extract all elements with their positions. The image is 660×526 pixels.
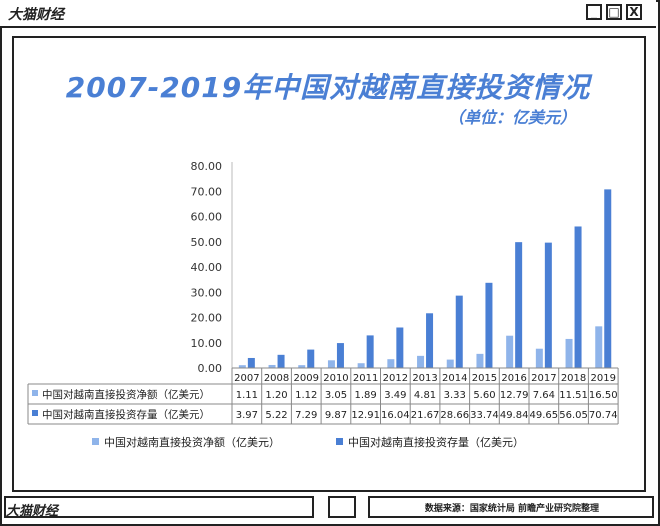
data-label: 3.05 (325, 390, 347, 401)
data-label: 3.33 (444, 390, 466, 401)
data-label: 5.22 (265, 410, 287, 421)
data-label: 16.50 (589, 390, 618, 401)
x-tick-label: 2011 (353, 373, 378, 384)
x-tick-label: 2017 (531, 373, 556, 384)
x-tick-label: 2007 (234, 373, 259, 384)
minimize-button[interactable]: _ (586, 4, 602, 20)
data-label: 1.20 (265, 390, 287, 401)
data-label: 33.74 (470, 410, 499, 421)
data-label: 3.49 (384, 390, 406, 401)
y-tick-label: 60.00 (191, 211, 223, 224)
data-label: 1.89 (355, 390, 377, 401)
data-label: 4.81 (414, 390, 436, 401)
chart-title: 2007-2019年中国对越南直接投资情况 (65, 71, 591, 104)
y-tick-label: 30.00 (191, 286, 223, 299)
bar-net-investment (417, 355, 425, 368)
legend-item: 中国对越南直接投资净额（亿美元） (104, 435, 280, 449)
bar-net-investment (535, 348, 543, 368)
data-label: 11.51 (559, 390, 588, 401)
chart-subtitle: （单位：亿美元） (448, 108, 577, 127)
bar-net-investment (327, 360, 335, 368)
footer-box-left (4, 496, 314, 518)
data-label: 70.74 (589, 410, 618, 421)
bar-investment-stock (336, 343, 344, 368)
x-tick-label: 2009 (294, 373, 319, 384)
data-label: 7.64 (533, 390, 555, 401)
bar-investment-stock (396, 327, 404, 368)
data-label: 12.91 (351, 410, 380, 421)
x-tick-label: 2016 (501, 373, 526, 384)
table-row-label: 中国对越南直接投资净额（亿美元） (42, 388, 210, 401)
legend-swatch (92, 438, 99, 445)
bar-net-investment (238, 365, 246, 368)
footer-box-right (368, 496, 654, 518)
chart-panel (12, 36, 646, 492)
bar-net-investment (446, 359, 454, 368)
x-tick-label: 2014 (442, 373, 467, 384)
x-tick-label: 2010 (323, 373, 348, 384)
data-label: 21.67 (411, 410, 440, 421)
data-label: 56.05 (559, 410, 588, 421)
bar-investment-stock (604, 189, 612, 368)
bar-net-investment (357, 363, 365, 368)
x-tick-label: 2013 (412, 373, 437, 384)
x-tick-label: 2018 (561, 373, 586, 384)
data-label: 16.04 (381, 410, 410, 421)
bar-net-investment (268, 364, 276, 368)
bar-investment-stock (277, 354, 285, 368)
data-source: 数据来源：国家统计局 前瞻产业研究院整理 (424, 504, 600, 514)
data-label: 49.84 (500, 410, 529, 421)
close-button[interactable]: X (626, 4, 642, 20)
footer-box-mid (328, 496, 356, 518)
legend-item: 中国对越南直接投资存量（亿美元） (348, 435, 524, 449)
y-tick-label: 20.00 (191, 312, 223, 325)
y-tick-label: 80.00 (191, 160, 223, 173)
bar-investment-stock (515, 242, 523, 368)
table-row-swatch (32, 410, 38, 416)
bar-investment-stock (574, 226, 582, 368)
bar-net-investment (476, 353, 484, 368)
bar-investment-stock (485, 282, 493, 368)
data-label: 5.60 (473, 390, 495, 401)
bar-net-investment (298, 365, 306, 368)
bar-net-investment (506, 335, 514, 368)
x-tick-label: 2015 (472, 373, 497, 384)
footer-brand: 大猫财经 (6, 504, 59, 519)
data-label: 1.11 (236, 390, 258, 401)
brand-name: 大猫财经 (8, 7, 64, 23)
y-tick-label: 70.00 (191, 185, 223, 198)
x-tick-label: 2008 (264, 373, 289, 384)
bar-investment-stock (366, 335, 374, 368)
x-tick-label: 2019 (591, 373, 616, 384)
maximize-button[interactable]: □ (606, 4, 622, 20)
table-row-swatch (32, 390, 38, 396)
table-row-label: 中国对越南直接投资存量（亿美元） (42, 408, 210, 421)
bar-investment-stock (426, 313, 434, 368)
bar-investment-stock (307, 349, 315, 368)
bar-investment-stock (247, 357, 255, 368)
data-label: 3.97 (236, 410, 258, 421)
y-tick-label: 0.00 (198, 362, 223, 375)
y-tick-label: 40.00 (191, 261, 223, 274)
data-label: 49.65 (530, 410, 559, 421)
bar-net-investment (387, 359, 395, 368)
data-label: 1.12 (295, 390, 317, 401)
bar-investment-stock (455, 295, 463, 368)
data-label: 9.87 (325, 410, 347, 421)
x-tick-label: 2012 (383, 373, 408, 384)
data-label: 12.79 (500, 390, 529, 401)
bar-net-investment (565, 338, 573, 368)
data-label: 28.66 (440, 410, 469, 421)
title-bar: 大猫财经 _ □ X (0, 0, 656, 28)
data-label: 7.29 (295, 410, 317, 421)
y-tick-label: 50.00 (191, 236, 223, 249)
bar-net-investment (595, 326, 603, 368)
y-tick-label: 10.00 (191, 337, 223, 350)
legend-swatch (336, 438, 343, 445)
bar-investment-stock (544, 242, 552, 368)
